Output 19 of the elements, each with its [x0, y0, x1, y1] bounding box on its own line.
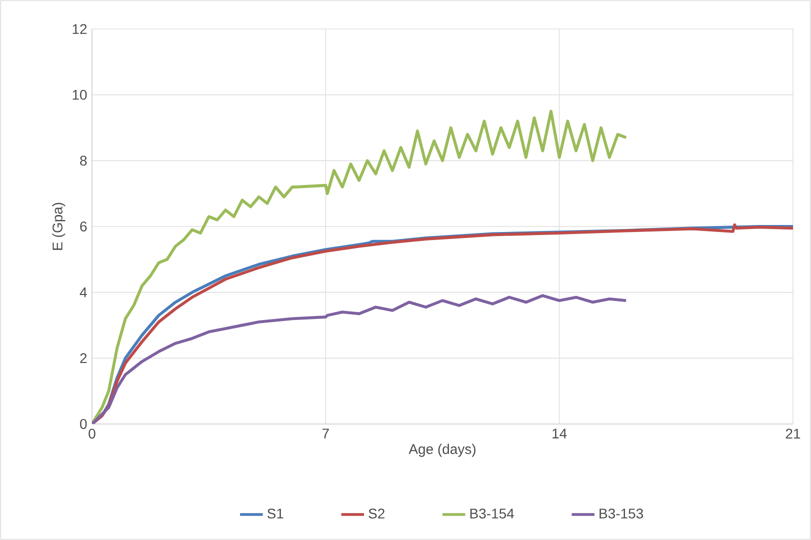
y-tick-label: 4	[80, 288, 87, 298]
line-series	[92, 110, 628, 424]
x-tick-label: 0	[88, 428, 96, 439]
legend-label: B3-153	[600, 508, 644, 519]
y-tick-label: 2	[80, 353, 87, 364]
legend-label: S1	[267, 508, 284, 519]
legend-label: B3-154	[470, 508, 514, 519]
legend-label: S2	[368, 508, 384, 519]
x-tick-label: 21	[786, 428, 800, 438]
y-tick-label: 12	[72, 24, 87, 34]
x-tick-label: 7	[322, 428, 329, 438]
x-tick-label: 14	[552, 428, 567, 438]
y-tick-label: 10	[72, 90, 87, 100]
x-axis-title: Age (days)	[408, 444, 476, 457]
y-tick-label: 8	[80, 156, 87, 166]
y-tick-label: 6	[80, 222, 87, 232]
y-axis-title: E (Gpa)	[52, 202, 66, 250]
y-tick-label: 0	[80, 419, 87, 429]
line-series	[92, 294, 628, 424]
